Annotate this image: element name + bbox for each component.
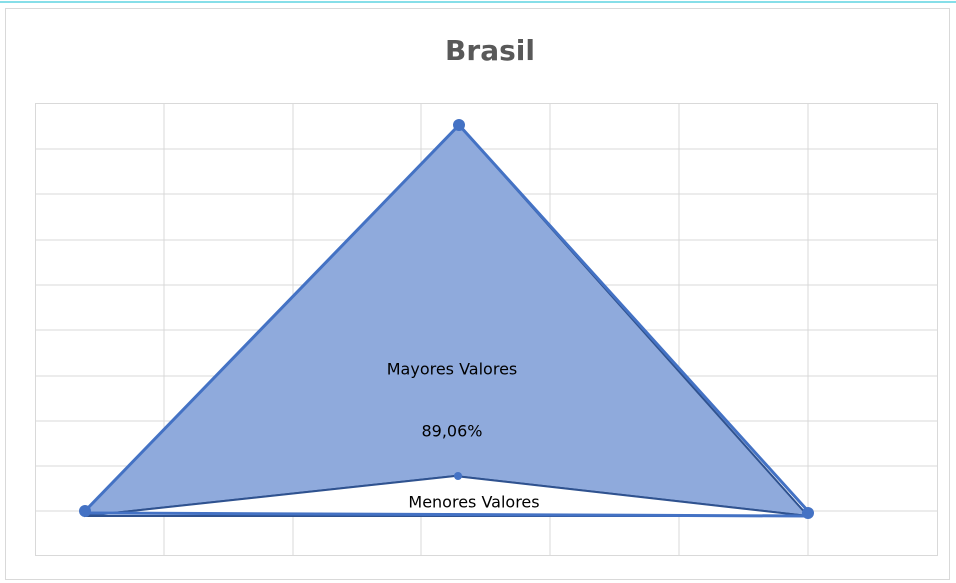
lower-label: Menores Valores xyxy=(408,493,539,512)
point xyxy=(453,119,465,131)
series-line xyxy=(84,511,809,518)
point xyxy=(79,505,91,517)
point xyxy=(454,472,462,480)
point xyxy=(802,507,814,519)
chart-title: Brasil xyxy=(445,34,535,67)
percent-label: 89,06% xyxy=(421,422,482,441)
upper-label: Mayores Valores xyxy=(387,360,518,379)
